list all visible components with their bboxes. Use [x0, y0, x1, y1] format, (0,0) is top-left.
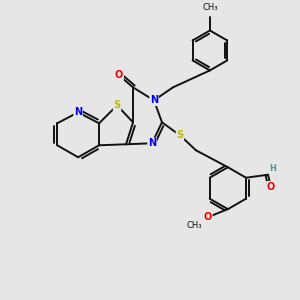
- Text: N: N: [148, 138, 156, 148]
- Text: N: N: [150, 95, 158, 105]
- Text: S: S: [176, 130, 184, 140]
- Text: N: N: [74, 107, 82, 117]
- Text: CH₃: CH₃: [202, 2, 218, 11]
- Text: O: O: [267, 182, 275, 192]
- Text: O: O: [204, 212, 212, 222]
- Text: CH₃: CH₃: [186, 220, 202, 230]
- Text: O: O: [115, 70, 123, 80]
- Text: S: S: [113, 100, 121, 110]
- Text: H: H: [269, 164, 276, 173]
